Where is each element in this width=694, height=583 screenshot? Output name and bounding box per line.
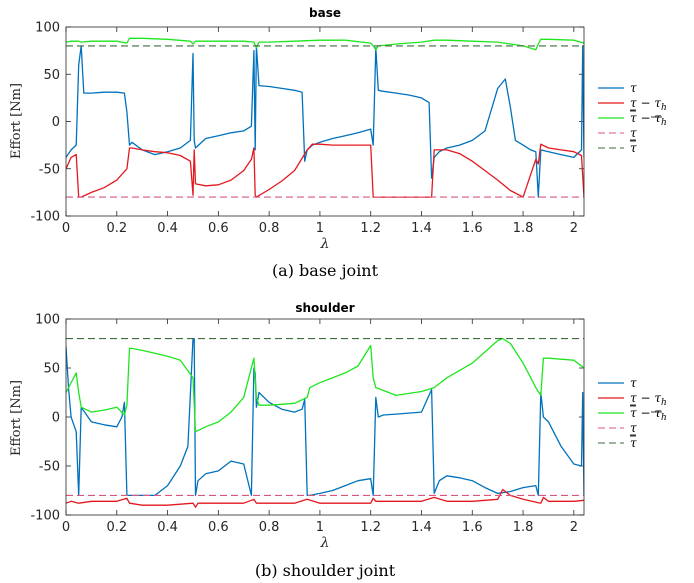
series-line-base-2 <box>66 37 584 51</box>
x-tick-label-shoulder: 0.8 <box>259 520 280 535</box>
x-axis-label-base: λ <box>320 236 330 252</box>
x-tick-label-shoulder: 1.2 <box>360 520 381 535</box>
x-tick-label-shoulder: 0.6 <box>208 520 229 535</box>
y-tick-label-base: 0 <box>52 115 60 130</box>
series-line-shoulder-2 <box>66 337 584 433</box>
y-axis-label-base: Effort [Nm] <box>9 83 24 159</box>
chart-panel-shoulder: shoulder Effort [Nm] λ (b) shoulder join… <box>9 301 667 580</box>
legend-label-base-2: τ − τh <box>630 111 667 128</box>
series-line-shoulder-0 <box>66 337 584 497</box>
y-tick-label-shoulder: 100 <box>35 313 60 328</box>
legend-label-shoulder-3: τ <box>630 421 637 435</box>
x-tick-label-shoulder: 0 <box>62 520 70 535</box>
plot-area-shoulder <box>66 337 584 508</box>
legend-label-base-0: τ <box>630 81 637 95</box>
x-tick-label-base: 0.2 <box>106 221 127 236</box>
axis-ticks-base: 0 0.2 0.4 0.6 0.8 1 1.2 1.4 1.6 1.8 2 100 50 0 -50 -100 <box>30 21 584 236</box>
x-tick-label-shoulder: 1.8 <box>513 520 534 535</box>
legend-label-shoulder-4: τ <box>630 436 637 450</box>
x-tick-label-shoulder: 2 <box>570 520 578 535</box>
x-tick-label-shoulder: 1.4 <box>411 520 432 535</box>
chart-panel-base: base Effort [Nm] λ (a) base joint 0 0.2 0.… <box>9 6 667 280</box>
x-tick-label-base: 1.6 <box>462 221 483 236</box>
x-tick-label-shoulder: 0.2 <box>106 520 127 535</box>
y-tick-label-base: -100 <box>30 210 60 225</box>
x-tick-label-base: 1.8 <box>513 221 534 236</box>
x-axis-label-shoulder: λ <box>320 535 330 551</box>
series-line-base-0 <box>66 45 584 198</box>
axes-box-shoulder <box>65 318 585 516</box>
y-tick-label-base: 100 <box>35 21 60 36</box>
y-tick-label-shoulder: -100 <box>30 509 60 524</box>
x-tick-label-base: 0.6 <box>208 221 229 236</box>
legend-label-shoulder-1: τ − τh <box>630 391 667 408</box>
legend-label-shoulder-0: τ <box>630 376 637 390</box>
x-tick-label-base: 1 <box>316 221 324 236</box>
y-tick-label-base: -50 <box>39 162 60 177</box>
series-line-shoulder-1 <box>66 488 584 508</box>
legend-label-base-1: τ − τh <box>630 96 667 113</box>
legend-label-base-3: τ <box>630 126 637 140</box>
x-tick-label-base: 1.4 <box>411 221 432 236</box>
axis-ticks-shoulder: 0 0.2 0.4 0.6 0.8 1 1.2 1.4 1.6 1.8 2 100 50 0 -50 -100 <box>30 313 584 535</box>
chart-title-base: base <box>309 6 341 20</box>
x-tick-label-base: 1.2 <box>360 221 381 236</box>
x-tick-label-shoulder: 0.4 <box>157 520 178 535</box>
x-tick-label-base: 2 <box>570 221 578 236</box>
x-tick-label-shoulder: 1 <box>316 520 324 535</box>
x-tick-label-base: 0.8 <box>259 221 280 236</box>
y-tick-label-shoulder: 50 <box>43 362 60 377</box>
y-tick-label-shoulder: -50 <box>39 460 60 475</box>
x-tick-label-shoulder: 1.6 <box>462 520 483 535</box>
chart-title-shoulder: shoulder <box>295 301 354 315</box>
axes-box-base <box>65 26 585 217</box>
plot-area-base <box>66 37 584 198</box>
series-line-base-1 <box>66 143 584 198</box>
legend-label-shoulder-2: τ − τh <box>630 406 667 423</box>
legend-label-base-4: τ <box>630 141 637 155</box>
x-tick-label-base: 0 <box>62 221 70 236</box>
x-tick-label-base: 0.4 <box>157 221 178 236</box>
y-tick-label-shoulder: 0 <box>52 411 60 426</box>
caption-shoulder: (b) shoulder joint <box>255 561 396 580</box>
y-axis-label-shoulder: Effort [Nm] <box>9 380 24 456</box>
caption-base: (a) base joint <box>272 261 379 280</box>
y-tick-label-base: 50 <box>43 68 60 83</box>
